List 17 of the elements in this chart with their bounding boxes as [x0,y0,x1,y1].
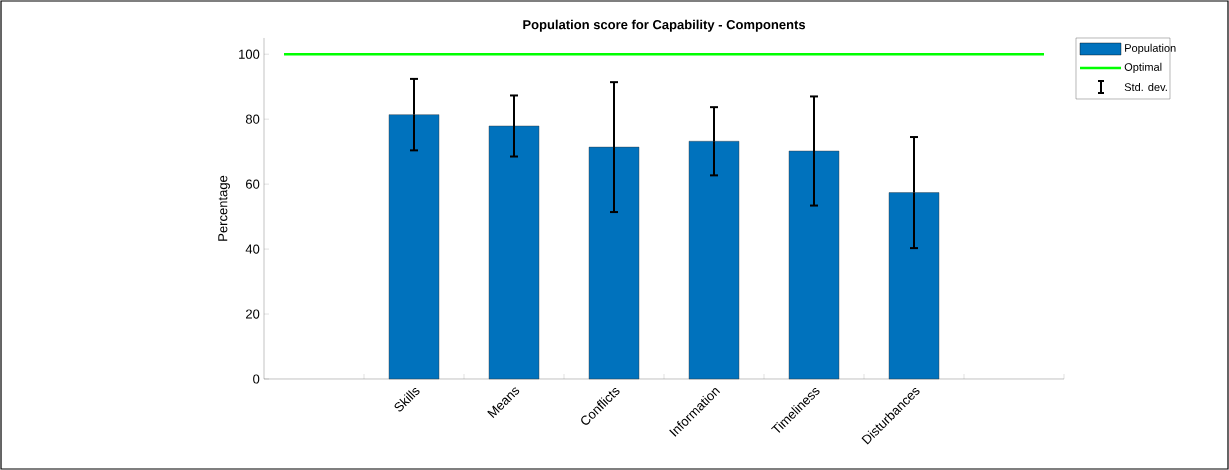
bar [688,141,740,380]
chart-title: Population score for Capability - Components [523,19,806,32]
legend-label: Optimal [1124,62,1162,74]
text: Std. dev. [1124,82,1167,92]
y-tick-label: 0 [253,374,260,384]
y-tick-label: 60 [246,179,260,189]
bar [888,192,940,380]
y-axis-title: Percentage [218,175,230,241]
y-tick-label: 20 [246,309,260,319]
y-tick-label: 100 [239,49,260,59]
bar [388,114,440,380]
bar [488,125,540,380]
y-tick-label: 80 [245,114,260,124]
bar [588,146,640,380]
legend-label: Population [1125,43,1176,55]
y-tick-label: 40 [245,244,260,254]
bar [788,150,840,380]
